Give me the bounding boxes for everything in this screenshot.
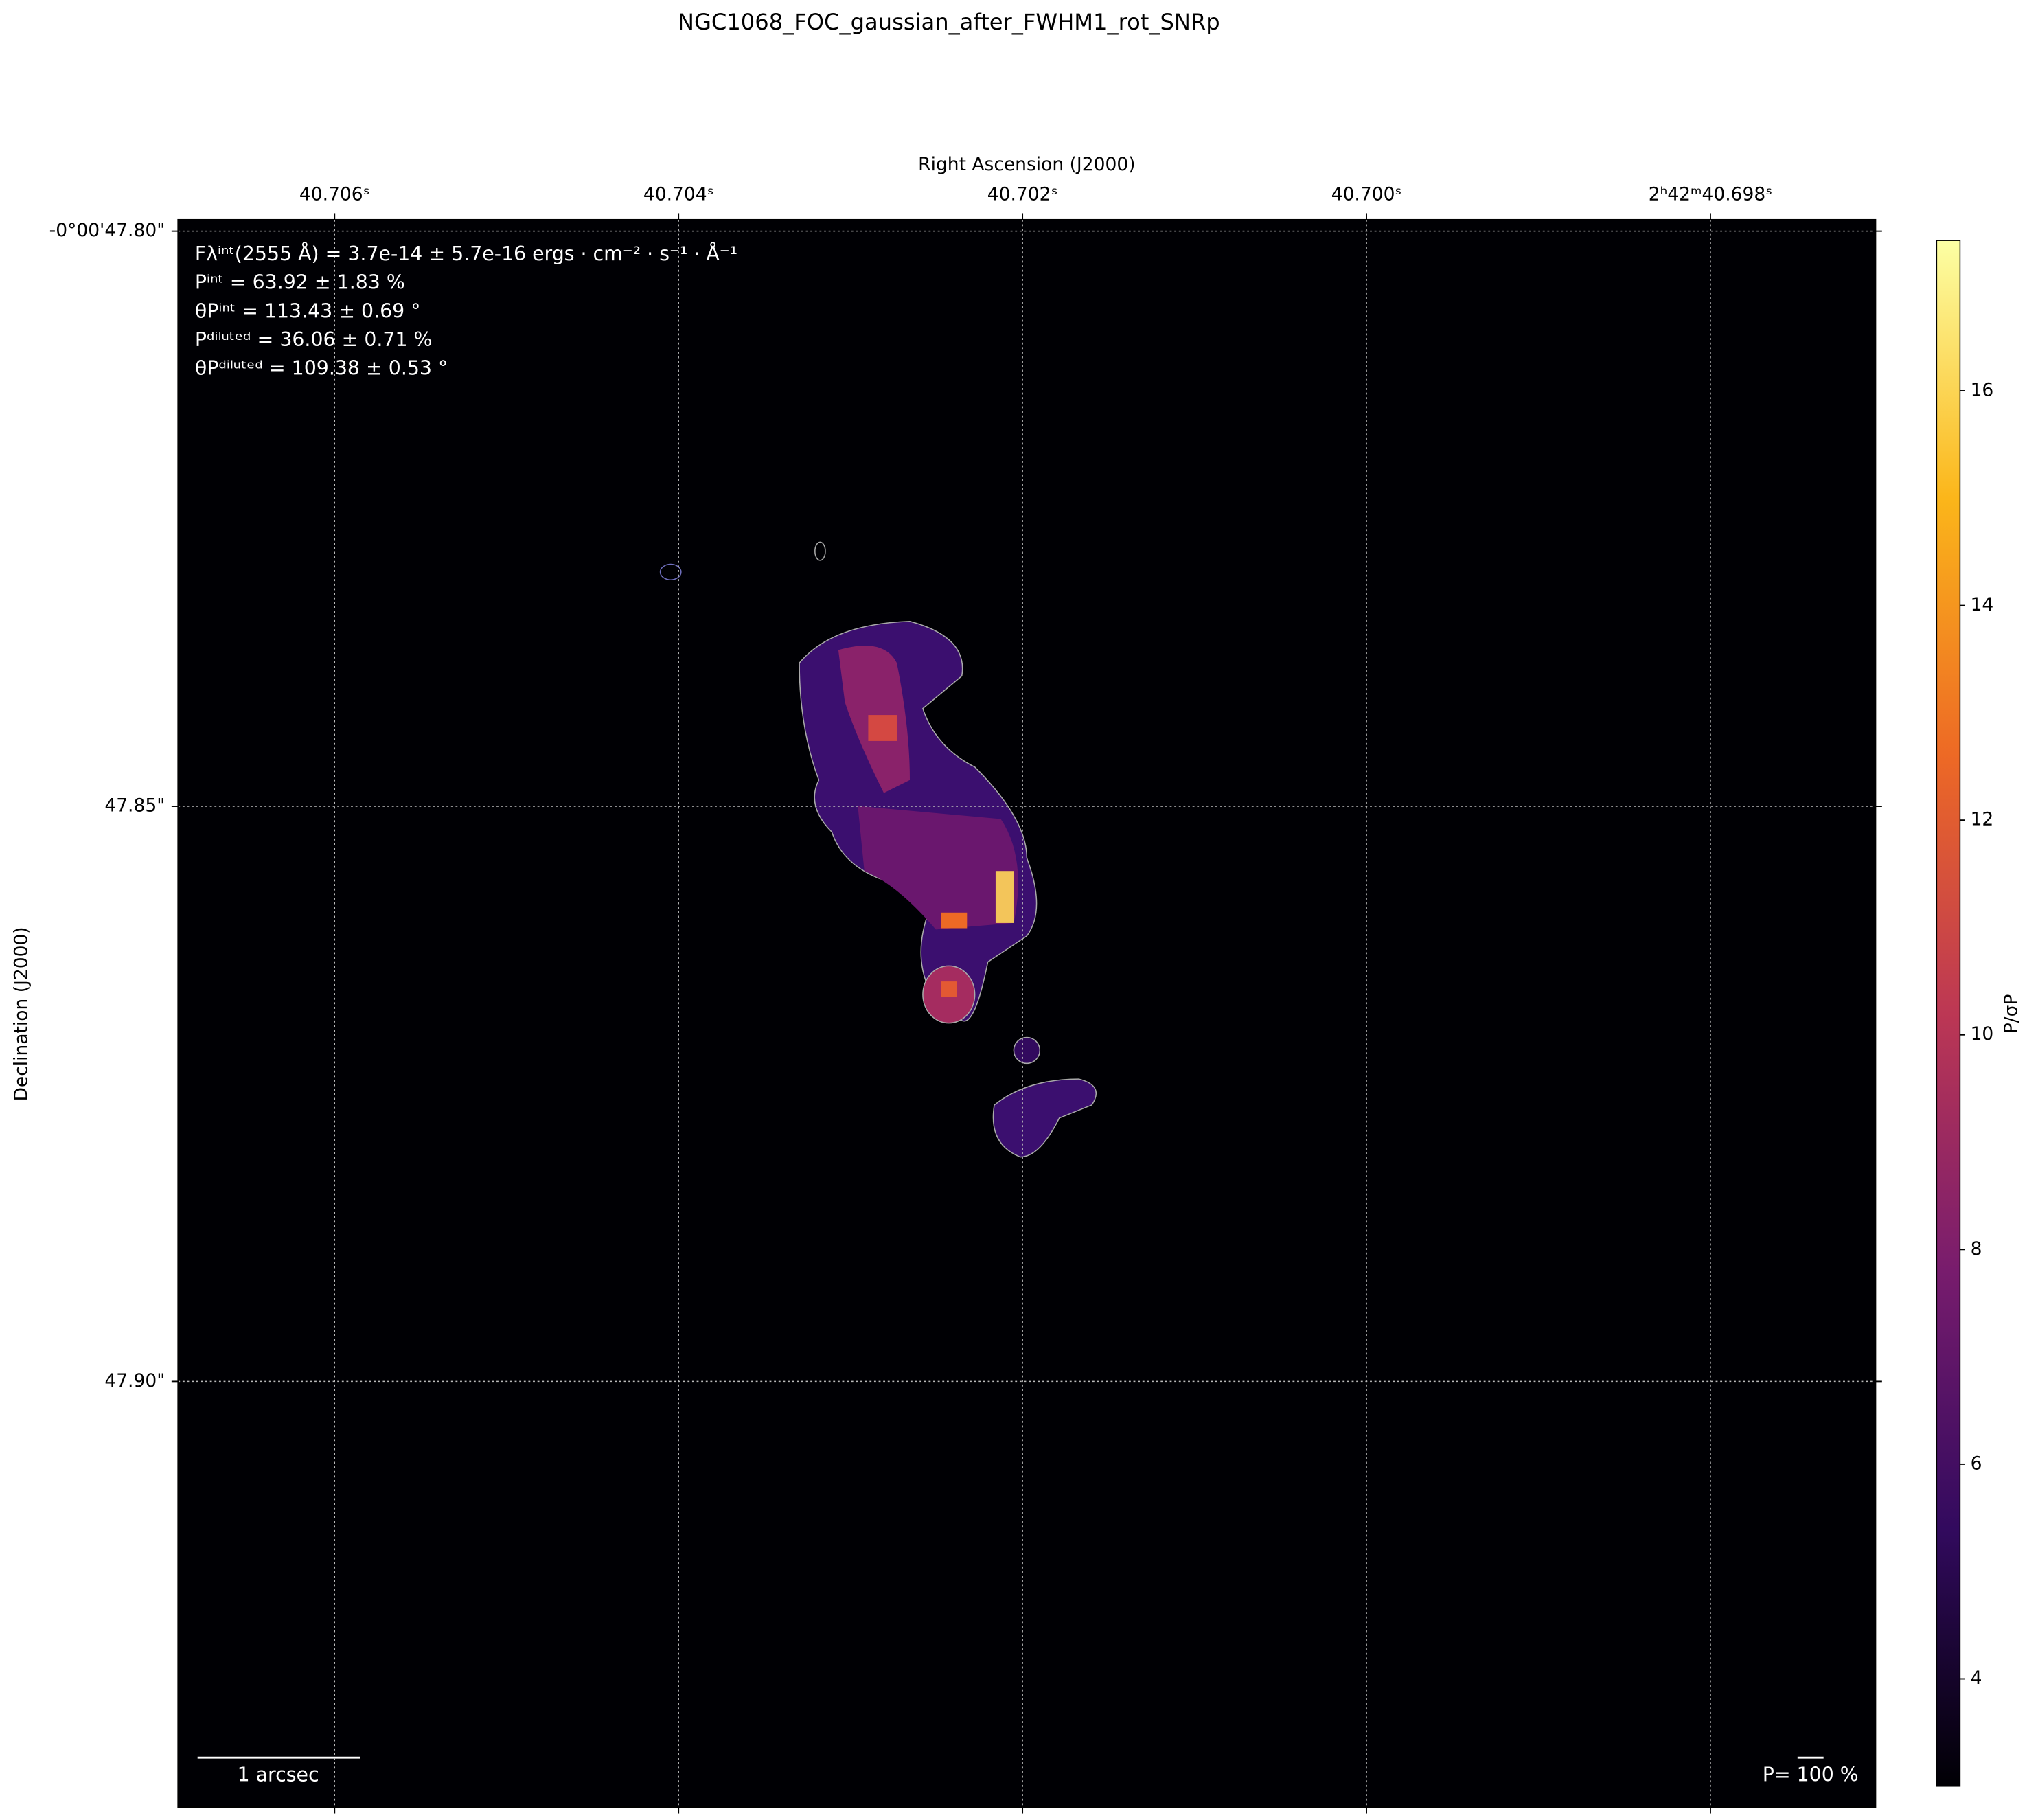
y-tick-label: 47.85" xyxy=(104,795,165,817)
x-tick-label: 40.702ˢ xyxy=(987,183,1058,205)
chart-title: NGC1068_FOC_gaussian_after_FWHM1_rot_SNR… xyxy=(678,9,1220,35)
blob xyxy=(995,871,1014,923)
y-tick-label: -0°00'47.80" xyxy=(49,220,165,241)
blob xyxy=(941,981,957,997)
annotation: Pⁱⁿᵗ = 63.92 ± 1.83 % xyxy=(195,271,405,294)
image-area xyxy=(178,219,1876,1808)
y-tick-label: 47.90" xyxy=(104,1370,165,1391)
colorbar xyxy=(1936,240,1961,1787)
blob xyxy=(992,1078,1097,1158)
vector-scale-label: P= 100 % xyxy=(1763,1764,1859,1786)
blob xyxy=(1013,1036,1041,1065)
annotation: Fλⁱⁿᵗ(2555 Å) = 3.7e-14 ± 5.7e-16 ergs ·… xyxy=(195,242,737,265)
x-tick-label: 40.704ˢ xyxy=(643,183,714,205)
colorbar-label: P/σP xyxy=(2001,994,2022,1034)
x-tick-label: 40.700ˢ xyxy=(1331,183,1402,205)
colorbar-tick-label: 4 xyxy=(1971,1668,1982,1689)
x-tick-label: 40.706ˢ xyxy=(299,183,370,205)
colorbar-tick-label: 10 xyxy=(1971,1023,1994,1045)
blob xyxy=(941,912,968,929)
colorbar-tick-label: 16 xyxy=(1971,379,1994,400)
y-axis-label: Declination (J2000) xyxy=(11,926,32,1101)
colorbar-tick-label: 14 xyxy=(1971,594,1994,615)
emission xyxy=(659,541,1097,1158)
colorbar-tick-label: 6 xyxy=(1971,1453,1982,1474)
blob xyxy=(659,563,682,580)
blob xyxy=(814,541,826,561)
x-axis-label: Right Ascension (J2000) xyxy=(918,154,1135,175)
annotation: θPᵈⁱˡᵘᵗᵉᵈ = 109.38 ± 0.53 ° xyxy=(195,357,448,380)
colorbar-tick-label: 8 xyxy=(1971,1238,1982,1260)
scale-bar-label: 1 arcsec xyxy=(238,1764,319,1786)
colorbar-tick-label: 12 xyxy=(1971,809,1994,830)
blob xyxy=(868,715,897,741)
x-tick-label: 2ʰ42ᵐ40.698ˢ xyxy=(1649,183,1772,205)
axes-frame xyxy=(177,218,1877,1808)
annotation: Pᵈⁱˡᵘᵗᵉᵈ = 36.06 ± 0.71 % xyxy=(195,328,433,351)
annotation: θPⁱⁿᵗ = 113.43 ± 0.69 ° xyxy=(195,299,421,322)
blob xyxy=(858,806,1018,930)
